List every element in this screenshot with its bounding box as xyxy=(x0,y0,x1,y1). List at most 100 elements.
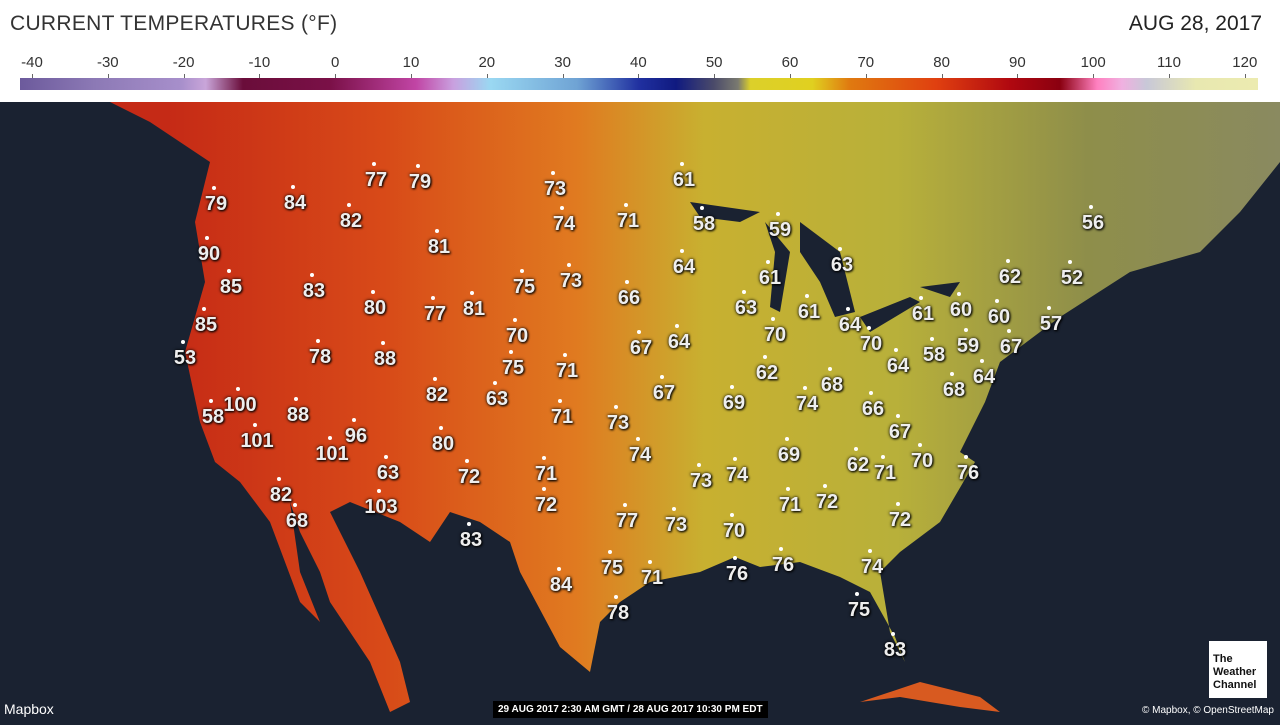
mapbox-logo[interactable]: Mapbox xyxy=(4,701,54,717)
station-dot[interactable] xyxy=(560,206,564,210)
station-dot[interactable] xyxy=(520,269,524,273)
station-dot[interactable] xyxy=(896,414,900,418)
station-dot[interactable] xyxy=(730,513,734,517)
station-dot[interactable] xyxy=(563,353,567,357)
temperature-map[interactable]: 79 84 77 79 82 90 85 83 81 80 77 81 85 53 78 88 75 70 73 74… xyxy=(0,102,1280,720)
station-dot[interactable] xyxy=(310,273,314,277)
station-dot[interactable] xyxy=(542,487,546,491)
station-dot[interactable] xyxy=(205,236,209,240)
station-dot[interactable] xyxy=(838,247,842,251)
station-dot[interactable] xyxy=(1047,306,1051,310)
station-dot[interactable] xyxy=(558,399,562,403)
station-dot[interactable] xyxy=(181,340,185,344)
station-dot[interactable] xyxy=(648,560,652,564)
station-dot[interactable] xyxy=(293,503,297,507)
station-dot[interactable] xyxy=(439,426,443,430)
station-dot[interactable] xyxy=(881,455,885,459)
station-dot[interactable] xyxy=(697,463,701,467)
station-dot[interactable] xyxy=(614,405,618,409)
station-dot[interactable] xyxy=(614,595,618,599)
station-dot[interactable] xyxy=(763,355,767,359)
station-dot[interactable] xyxy=(542,456,546,460)
attribution[interactable]: © Mapbox, © OpenStreetMap xyxy=(1141,705,1274,716)
station-dot[interactable] xyxy=(766,260,770,264)
station-dot[interactable] xyxy=(776,212,780,216)
station-dot[interactable] xyxy=(377,489,381,493)
station-dot[interactable] xyxy=(625,280,629,284)
station-dot[interactable] xyxy=(623,503,627,507)
station-dot[interactable] xyxy=(680,162,684,166)
station-dot[interactable] xyxy=(957,292,961,296)
station-dot[interactable] xyxy=(637,330,641,334)
station-dot[interactable] xyxy=(493,381,497,385)
station-dot[interactable] xyxy=(277,477,281,481)
station-dot[interactable] xyxy=(896,502,900,506)
station-dot[interactable] xyxy=(636,437,640,441)
station-dot[interactable] xyxy=(786,487,790,491)
station-dot[interactable] xyxy=(700,206,704,210)
station-dot[interactable] xyxy=(894,348,898,352)
station-dot[interactable] xyxy=(431,296,435,300)
station-dot[interactable] xyxy=(316,339,320,343)
station-dot[interactable] xyxy=(202,307,206,311)
station-dot[interactable] xyxy=(733,556,737,560)
station-dot[interactable] xyxy=(557,567,561,571)
station-dot[interactable] xyxy=(660,375,664,379)
station-dot[interactable] xyxy=(918,443,922,447)
station-dot[interactable] xyxy=(805,294,809,298)
station-dot[interactable] xyxy=(867,326,871,330)
station-dot[interactable] xyxy=(381,341,385,345)
station-dot[interactable] xyxy=(416,164,420,168)
station-dot[interactable] xyxy=(675,324,679,328)
station-dot[interactable] xyxy=(785,437,789,441)
station-dot[interactable] xyxy=(551,171,555,175)
station-dot[interactable] xyxy=(465,459,469,463)
station-dot[interactable] xyxy=(964,455,968,459)
station-dot[interactable] xyxy=(803,386,807,390)
station-dot[interactable] xyxy=(1089,205,1093,209)
station-dot[interactable] xyxy=(964,328,968,332)
station-dot[interactable] xyxy=(779,547,783,551)
station-dot[interactable] xyxy=(608,550,612,554)
station-dot[interactable] xyxy=(1006,259,1010,263)
station-dot[interactable] xyxy=(950,372,954,376)
station-dot[interactable] xyxy=(680,249,684,253)
station-dot[interactable] xyxy=(433,377,437,381)
station-dot[interactable] xyxy=(513,318,517,322)
station-dot[interactable] xyxy=(470,291,474,295)
station-dot[interactable] xyxy=(1007,329,1011,333)
station-dot[interactable] xyxy=(209,399,213,403)
station-dot[interactable] xyxy=(294,397,298,401)
station-dot[interactable] xyxy=(236,387,240,391)
station-dot[interactable] xyxy=(1068,260,1072,264)
station-dot[interactable] xyxy=(930,337,934,341)
station-dot[interactable] xyxy=(227,269,231,273)
station-dot[interactable] xyxy=(384,455,388,459)
station-dot[interactable] xyxy=(435,229,439,233)
station-dot[interactable] xyxy=(919,296,923,300)
station-dot[interactable] xyxy=(733,457,737,461)
station-dot[interactable] xyxy=(347,203,351,207)
station-dot[interactable] xyxy=(352,418,356,422)
station-dot[interactable] xyxy=(980,359,984,363)
station-dot[interactable] xyxy=(372,162,376,166)
station-dot[interactable] xyxy=(855,592,859,596)
station-dot[interactable] xyxy=(846,307,850,311)
station-dot[interactable] xyxy=(624,203,628,207)
station-dot[interactable] xyxy=(467,522,471,526)
station-dot[interactable] xyxy=(771,317,775,321)
station-dot[interactable] xyxy=(253,423,257,427)
station-dot[interactable] xyxy=(371,290,375,294)
station-dot[interactable] xyxy=(854,447,858,451)
station-dot[interactable] xyxy=(823,484,827,488)
station-dot[interactable] xyxy=(868,549,872,553)
station-dot[interactable] xyxy=(995,299,999,303)
station-dot[interactable] xyxy=(509,350,513,354)
station-dot[interactable] xyxy=(672,507,676,511)
station-dot[interactable] xyxy=(328,436,332,440)
station-dot[interactable] xyxy=(869,391,873,395)
station-dot[interactable] xyxy=(567,263,571,267)
station-dot[interactable] xyxy=(212,186,216,190)
station-dot[interactable] xyxy=(891,632,895,636)
station-dot[interactable] xyxy=(730,385,734,389)
